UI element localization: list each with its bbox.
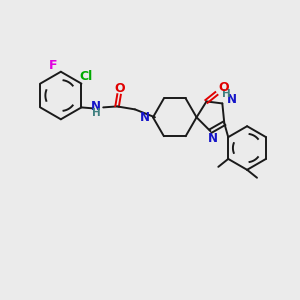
Text: N: N (91, 100, 101, 113)
Text: N: N (140, 111, 150, 124)
Text: O: O (218, 81, 229, 94)
Text: H: H (222, 88, 231, 98)
Text: O: O (115, 82, 125, 95)
Text: Cl: Cl (80, 70, 93, 83)
Text: N: N (207, 132, 218, 145)
Text: N: N (227, 93, 237, 106)
Text: H: H (92, 108, 101, 118)
Text: F: F (49, 59, 57, 72)
